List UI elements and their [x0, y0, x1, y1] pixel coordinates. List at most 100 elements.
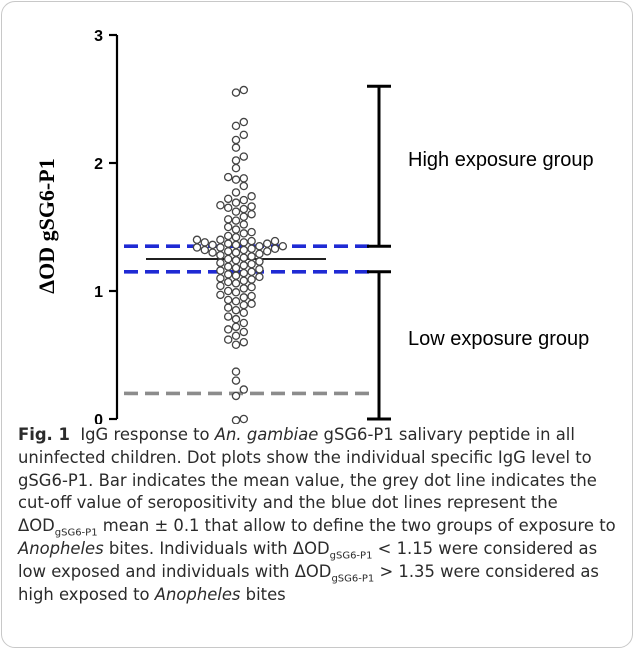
y-tick-label: 2 [94, 156, 103, 173]
data-point [239, 268, 249, 278]
data-point [247, 299, 256, 309]
data-point [239, 229, 249, 238]
data-point [223, 203, 233, 213]
data-point [208, 248, 217, 257]
caption-genus: Anopheles [18, 538, 104, 558]
data-point [231, 271, 241, 280]
data-point [239, 327, 249, 337]
high-exposure-label: High exposure group [408, 149, 594, 171]
data-point [239, 414, 249, 424]
data-point [239, 220, 249, 229]
data-point [270, 236, 280, 246]
data-point [247, 244, 256, 254]
data-point [239, 385, 249, 394]
data-point [262, 247, 272, 256]
data-point [231, 248, 241, 257]
data-point [239, 261, 249, 270]
caption-subscript: gSG6-P1 [329, 550, 373, 562]
caption-genus: Anopheles [154, 584, 241, 604]
data-point [216, 281, 225, 291]
data-point [216, 243, 225, 252]
data-point [239, 284, 249, 293]
data-point [216, 273, 225, 283]
reference-lines [124, 244, 372, 396]
data-point [231, 240, 241, 250]
data-point [247, 259, 256, 269]
data-point [231, 143, 241, 152]
data-point [239, 152, 249, 161]
data-point [231, 416, 241, 424]
data-point [200, 245, 210, 255]
figure-label: Fig. 1 [18, 425, 70, 444]
data-point [231, 367, 241, 376]
data-point [231, 207, 241, 216]
data-point [192, 235, 202, 245]
y-tick-label: 0 [94, 412, 103, 424]
data-point [223, 231, 233, 241]
annotations: High exposure group Low exposure group [367, 84, 594, 421]
data-point [192, 243, 202, 252]
data-point [255, 272, 264, 282]
data-point [223, 262, 233, 271]
data-point [239, 293, 249, 302]
data-point [247, 267, 256, 277]
data-point [231, 256, 241, 265]
caption-text: mean ± 0.1 that allow to define the two … [97, 516, 616, 536]
data-point [223, 247, 233, 256]
data-point [255, 264, 264, 274]
data-point [255, 249, 264, 259]
data-point [255, 241, 264, 251]
low-exposure-label: Low exposure group [408, 328, 589, 350]
data-point [247, 291, 256, 301]
data-point [231, 296, 241, 306]
data-point [270, 244, 280, 254]
data-point [231, 175, 241, 184]
data-point [239, 308, 249, 318]
data-point [239, 117, 249, 127]
data-point [231, 322, 241, 332]
data-point [247, 209, 256, 219]
caption-text: gSG6-P1 salivary peptide in all uninfect… [18, 425, 597, 536]
data-point [247, 282, 256, 292]
dot-plot: 0 1 2 3 ΔOD gSG6-P1 High exposure group Low e… [34, 28, 594, 424]
data-point [239, 181, 249, 191]
data-point [231, 340, 241, 350]
caption-subscript: gSG6-P1 [331, 573, 375, 585]
data-point [231, 279, 241, 288]
data-point [223, 325, 233, 334]
caption-text: bites [240, 584, 286, 604]
data-point [216, 200, 225, 210]
data-point [231, 163, 241, 173]
data-point [231, 232, 241, 242]
data-point [231, 288, 241, 297]
y-axis-label: ΔOD gSG6-P1 [34, 158, 59, 293]
data-point [223, 303, 233, 312]
figure-caption: Fig. 1 IgG response to An. gambiae gSG6-… [18, 424, 620, 606]
data-point [231, 198, 241, 207]
data-point [223, 312, 233, 321]
data-point [223, 277, 233, 287]
data-point [247, 252, 256, 261]
data-point [231, 88, 241, 97]
data-point [247, 275, 256, 284]
data-point [239, 85, 249, 95]
data-point [231, 305, 241, 315]
data-point [231, 225, 241, 234]
data-point [247, 236, 256, 246]
data-point [231, 121, 241, 131]
data-point [223, 194, 233, 204]
data-point [231, 216, 241, 225]
data-point [239, 253, 249, 262]
data-point [216, 258, 225, 268]
y-tick-label: 3 [94, 28, 103, 45]
data-point [231, 376, 241, 385]
low-group-bracket [367, 270, 391, 421]
data-point [231, 135, 241, 145]
data-point [247, 192, 256, 201]
data-point [223, 239, 233, 248]
data-point [231, 188, 241, 197]
data-point [223, 222, 233, 232]
data-point [223, 254, 233, 264]
data-point [223, 295, 233, 305]
